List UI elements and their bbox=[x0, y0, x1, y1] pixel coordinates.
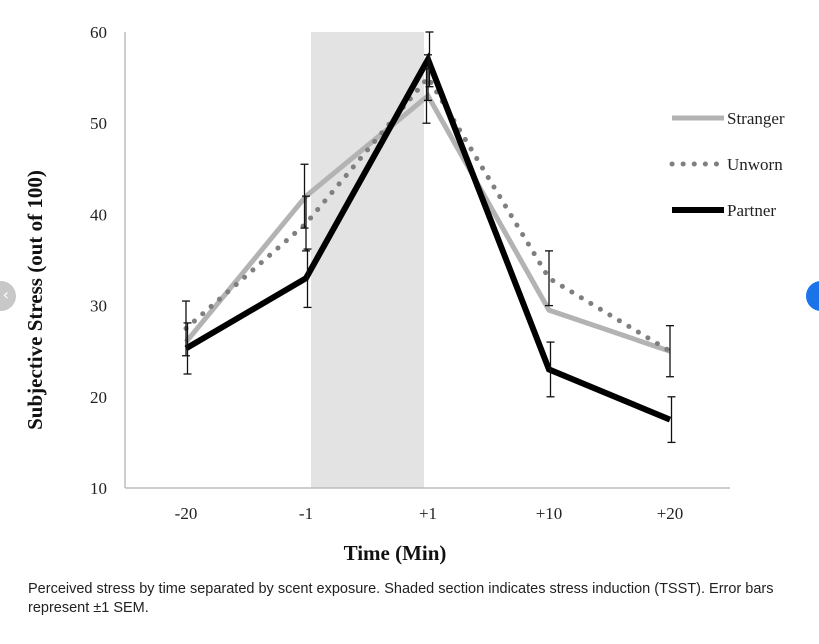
x-axis-title: Time (Min) bbox=[344, 541, 447, 565]
legend-label-unworn: Unworn bbox=[727, 155, 783, 174]
figure-caption: Perceived stress by time separated by sc… bbox=[28, 581, 774, 616]
y-tick-label: 20 bbox=[90, 388, 107, 407]
y-tick-label: 10 bbox=[90, 479, 107, 498]
x-tick-labels: -20 -1 +1 +10 +20 bbox=[175, 504, 684, 523]
x-tick-label: +1 bbox=[419, 504, 437, 523]
error-bars bbox=[182, 31, 676, 444]
series-line-stranger bbox=[184, 92, 671, 354]
y-tick-label: 50 bbox=[90, 114, 107, 133]
line-chart: 10 20 30 40 50 60 -20 -1 +1 +10 +20 Stranger Unwor… bbox=[23, 23, 785, 565]
series-lines bbox=[183, 52, 673, 423]
y-tick-label: 30 bbox=[90, 297, 107, 316]
x-tick-label: -1 bbox=[299, 504, 313, 523]
carousel-next-button[interactable] bbox=[806, 281, 819, 311]
chevron-left-icon: ‹ bbox=[2, 285, 9, 304]
legend-label-partner: Partner bbox=[727, 201, 776, 220]
series-line-partner bbox=[184, 52, 672, 423]
series-line-unworn bbox=[183, 73, 673, 354]
legend: Stranger Unworn Partner bbox=[669, 109, 785, 220]
carousel-prev-button[interactable]: ‹ bbox=[0, 281, 16, 311]
y-tick-labels: 10 20 30 40 50 60 bbox=[90, 23, 107, 498]
y-tick-label: 60 bbox=[90, 23, 107, 42]
legend-label-stranger: Stranger bbox=[727, 109, 785, 128]
chart-axes bbox=[124, 32, 730, 489]
y-axis-title: Subjective Stress (out of 100) bbox=[23, 170, 47, 430]
x-tick-label: +20 bbox=[657, 504, 684, 523]
y-tick-label: 40 bbox=[90, 205, 107, 224]
x-tick-label: -20 bbox=[175, 504, 198, 523]
x-tick-label: +10 bbox=[536, 504, 563, 523]
